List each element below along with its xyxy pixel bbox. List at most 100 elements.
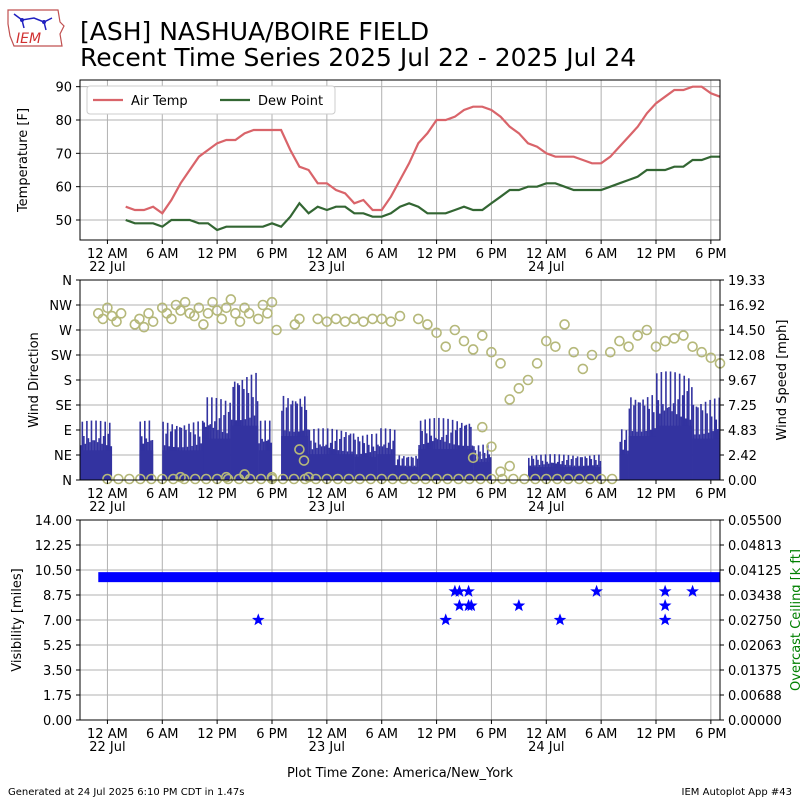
wind-direction-marker	[266, 296, 278, 308]
visibility-baseline-markers	[98, 572, 721, 583]
x-tick-label: 6 PM	[476, 487, 507, 502]
x-tick-label: 6 PM	[256, 727, 287, 742]
wind-direction-marker	[577, 363, 589, 375]
wind-direction-marker	[188, 310, 200, 322]
ceiling-tick-label: 0.00000	[728, 714, 782, 729]
x-tick-label: 12 PM	[197, 727, 237, 742]
wind-direction-marker	[678, 330, 689, 341]
wind-direction-marker	[138, 321, 150, 333]
wind-direction-marker	[332, 473, 344, 485]
direction-tick-label: E	[64, 424, 72, 439]
plot-frame	[79, 279, 721, 481]
wind-direction-marker	[166, 313, 177, 325]
wind-direction-marker	[584, 473, 596, 485]
y-tick-label: 60	[55, 181, 72, 196]
wind-direction-marker	[124, 473, 135, 485]
wind-direction-marker	[559, 319, 570, 330]
wind-direction-marker	[550, 341, 561, 352]
visibility-point	[439, 613, 452, 626]
wind-direction-marker	[102, 302, 113, 314]
wind-direction-marker	[467, 344, 479, 355]
wind-speed-bar	[230, 425, 259, 480]
wind-direction-marker	[409, 473, 420, 485]
wind-speed-bar	[656, 425, 693, 480]
wind-direction-marker	[398, 473, 409, 485]
wind-direction-marker	[475, 473, 486, 485]
wind-direction-marker	[111, 316, 122, 327]
visibility-tick-label: 7.00	[43, 614, 72, 629]
wind-direction-marker	[486, 346, 497, 358]
wind-direction-marker	[312, 313, 324, 325]
wind-direction-marker	[504, 394, 516, 405]
visibility-panel: 0.00 0.00000 1.75 0.00688 3.50 0.01375 5.25 0.0…	[35, 514, 782, 755]
wind-direction-marker	[271, 324, 282, 336]
visibility-point	[658, 613, 672, 626]
x-tick-label: 6 PM	[695, 247, 726, 262]
wind-direction-marker	[200, 473, 212, 485]
wind-direction-marker	[540, 335, 552, 347]
speed-tick-label: 0.00	[728, 474, 757, 489]
x-tick-label: 6 AM	[146, 247, 179, 262]
ceiling-tick-label: 0.02750	[728, 614, 782, 629]
x-tick-label: 12 PM	[197, 487, 237, 502]
visibility-tick-label: 10.50	[35, 564, 72, 579]
wind-direction-marker	[252, 313, 264, 325]
temperature-axis-label: Temperature [F]	[16, 108, 31, 213]
x-tick-label: 6 PM	[695, 727, 726, 742]
wind-direction-marker	[288, 473, 300, 485]
visibility-point	[658, 584, 672, 597]
temperature-legend: Air Temp Dew Point	[86, 85, 336, 115]
wind-direction-marker	[367, 313, 378, 325]
wind-direction-marker	[230, 308, 241, 319]
x-tick-label: 12 AM	[306, 247, 347, 262]
speed-tick-label: 9.67	[728, 374, 757, 389]
x-tick-label: 12 AM	[87, 247, 128, 262]
wind-direction-marker	[113, 473, 124, 485]
visibility-point	[590, 584, 603, 597]
wind-direction-marker	[207, 296, 218, 308]
wind-direction-marker	[189, 473, 201, 485]
x-tick-label: 12 PM	[636, 727, 676, 742]
x-tick-label: 6 AM	[146, 487, 179, 502]
wind-direction-marker	[97, 313, 109, 325]
plot-frame	[79, 519, 721, 721]
visibility-tick-label: 8.75	[43, 589, 72, 604]
wind-direction-marker	[343, 473, 355, 485]
x-day-label: 23 Jul	[309, 260, 345, 275]
direction-tick-label: N	[62, 274, 72, 289]
wind-direction-marker	[310, 473, 322, 485]
wind-speed-bar	[619, 454, 629, 480]
wind-direction-marker	[412, 313, 424, 325]
x-tick-label: 12 AM	[306, 727, 347, 742]
wind-direction-marker	[705, 352, 717, 364]
wind-direction-marker	[623, 341, 634, 352]
wind-speed-bar	[628, 436, 656, 480]
x-tick-label: 6 PM	[256, 247, 287, 262]
x-tick-label: 6 PM	[695, 487, 726, 502]
wind-direction-marker	[330, 313, 342, 325]
wind-direction-marker	[573, 473, 585, 485]
speed-tick-label: 14.50	[728, 324, 765, 339]
x-tick-label: 6 PM	[476, 727, 507, 742]
ceiling-tick-label: 0.04125	[728, 564, 782, 579]
visibility-point	[686, 584, 699, 597]
x-day-label: 24 Jul	[528, 500, 564, 515]
wind-speed-bar	[281, 436, 309, 480]
wind-direction-marker	[606, 473, 618, 485]
wind-direction-marker	[175, 471, 186, 483]
ceiling-tick-label: 0.02063	[728, 639, 782, 654]
legend-label-air-temp: Air Temp	[131, 94, 188, 109]
wind-direction-marker	[135, 473, 146, 485]
wind-direction-marker	[476, 421, 488, 433]
x-tick-label: 12 PM	[417, 727, 457, 742]
wind-direction-marker	[348, 313, 360, 325]
wind-direction-marker	[193, 302, 205, 314]
wind-direction-marker	[339, 316, 351, 327]
speed-tick-label: 2.42	[728, 449, 757, 464]
x-tick-label: 12 PM	[417, 487, 457, 502]
legend-label-dew-point: Dew Point	[258, 94, 323, 109]
direction-tick-label: SE	[56, 399, 72, 414]
wind-direction-marker	[262, 308, 273, 319]
wind-speed-bar	[139, 450, 154, 480]
wind-direction-marker	[394, 310, 406, 322]
